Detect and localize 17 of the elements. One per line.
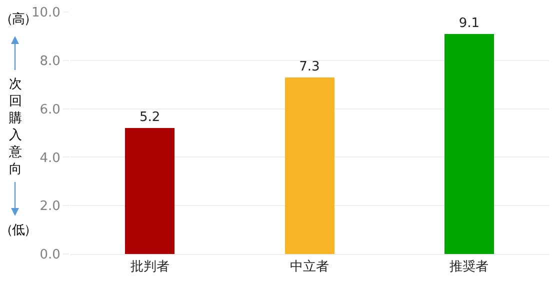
y-tick-label: 4.0 [40,150,60,166]
y-tick-label: 0.0 [40,248,60,263]
x-tick-label: 批判者 [130,260,170,275]
y-tick-label: 2.0 [40,199,60,214]
y-tick-label: 10.0 [31,6,60,21]
bar [284,77,334,254]
y-tick-label: 8.0 [40,54,60,69]
data-label: 7.3 [299,59,320,74]
bar [444,34,494,254]
x-tick-label: 推奨者 [450,260,489,275]
bar [125,128,175,254]
text: （低） [0,222,36,239]
y-axis-title: 次回購入意向 [8,76,22,178]
x-tick-label: 中立者 [290,258,329,275]
data-label: 9.1 [458,16,480,31]
y-tick-label: 6.0 [40,102,60,118]
data-label: 5.2 [139,110,160,126]
